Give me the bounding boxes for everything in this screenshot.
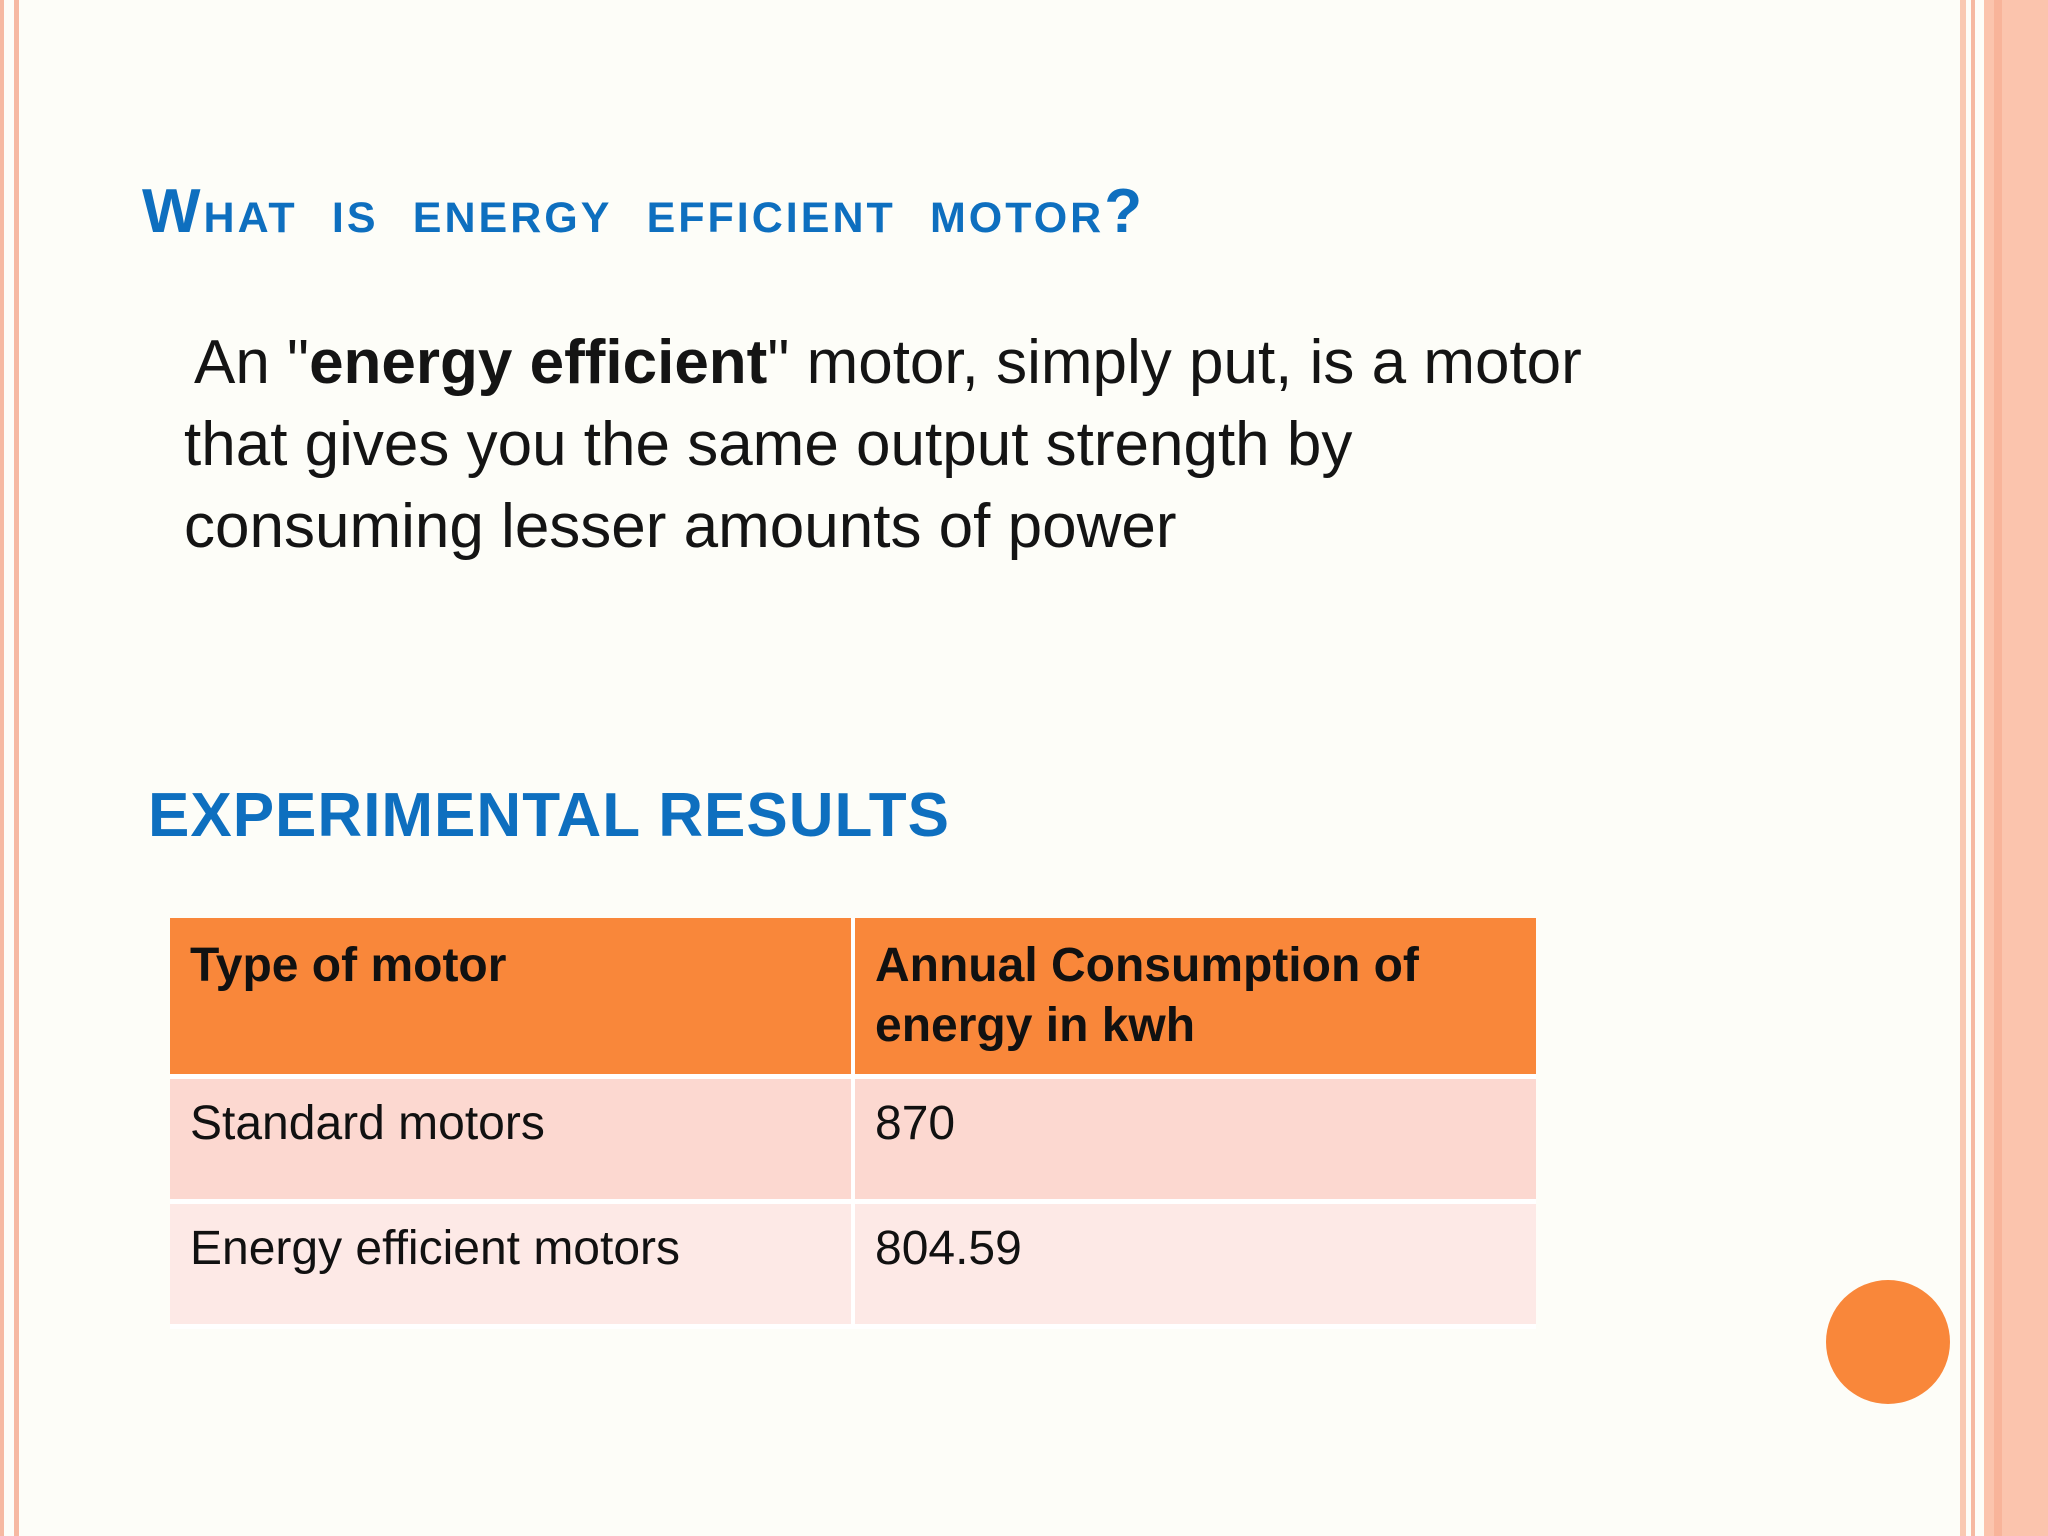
- definition-suffix: " motor, simply put, is a motor: [767, 328, 1582, 397]
- definition-prefix: An ": [194, 328, 310, 397]
- table-cell: Standard motors: [170, 1079, 855, 1204]
- definition-line-2: that gives you the same output strength …: [184, 410, 1353, 479]
- table-header-row: Type of motor Annual Consumption of ener…: [170, 918, 1536, 1079]
- right-border-stripe: [1994, 0, 2002, 1536]
- table-row: Energy efficient motors 804.59: [170, 1204, 1536, 1329]
- left-border-stripe: [14, 0, 19, 1536]
- left-border-stripe: [0, 0, 4, 1536]
- table-row: Standard motors 870: [170, 1079, 1536, 1204]
- table-cell: Energy efficient motors: [170, 1204, 855, 1329]
- definition-line-3: consuming lesser amounts of power: [184, 492, 1177, 561]
- results-table: Type of motor Annual Consumption of ener…: [170, 918, 1536, 1329]
- table-cell: 804.59: [855, 1204, 1536, 1329]
- definition-text: An "energy efficient" motor, simply put,…: [184, 322, 1744, 568]
- decorative-circle: [1826, 1280, 1950, 1404]
- table-header-cell: Type of motor: [170, 918, 855, 1079]
- slide-title: What is energy efficient motor?: [142, 177, 1146, 246]
- definition-bold-term: energy efficient: [309, 328, 768, 397]
- section-heading: EXPERIMENTAL RESULTS: [148, 781, 950, 850]
- table-header-cell: Annual Consumption of energy in kwh: [855, 918, 1536, 1079]
- table-cell: 870: [855, 1079, 1536, 1204]
- definition-line-1: An "energy efficient" motor, simply put,…: [184, 328, 1582, 397]
- right-border-stripe: [1960, 0, 1966, 1536]
- right-border-stripe: [1971, 0, 1975, 1536]
